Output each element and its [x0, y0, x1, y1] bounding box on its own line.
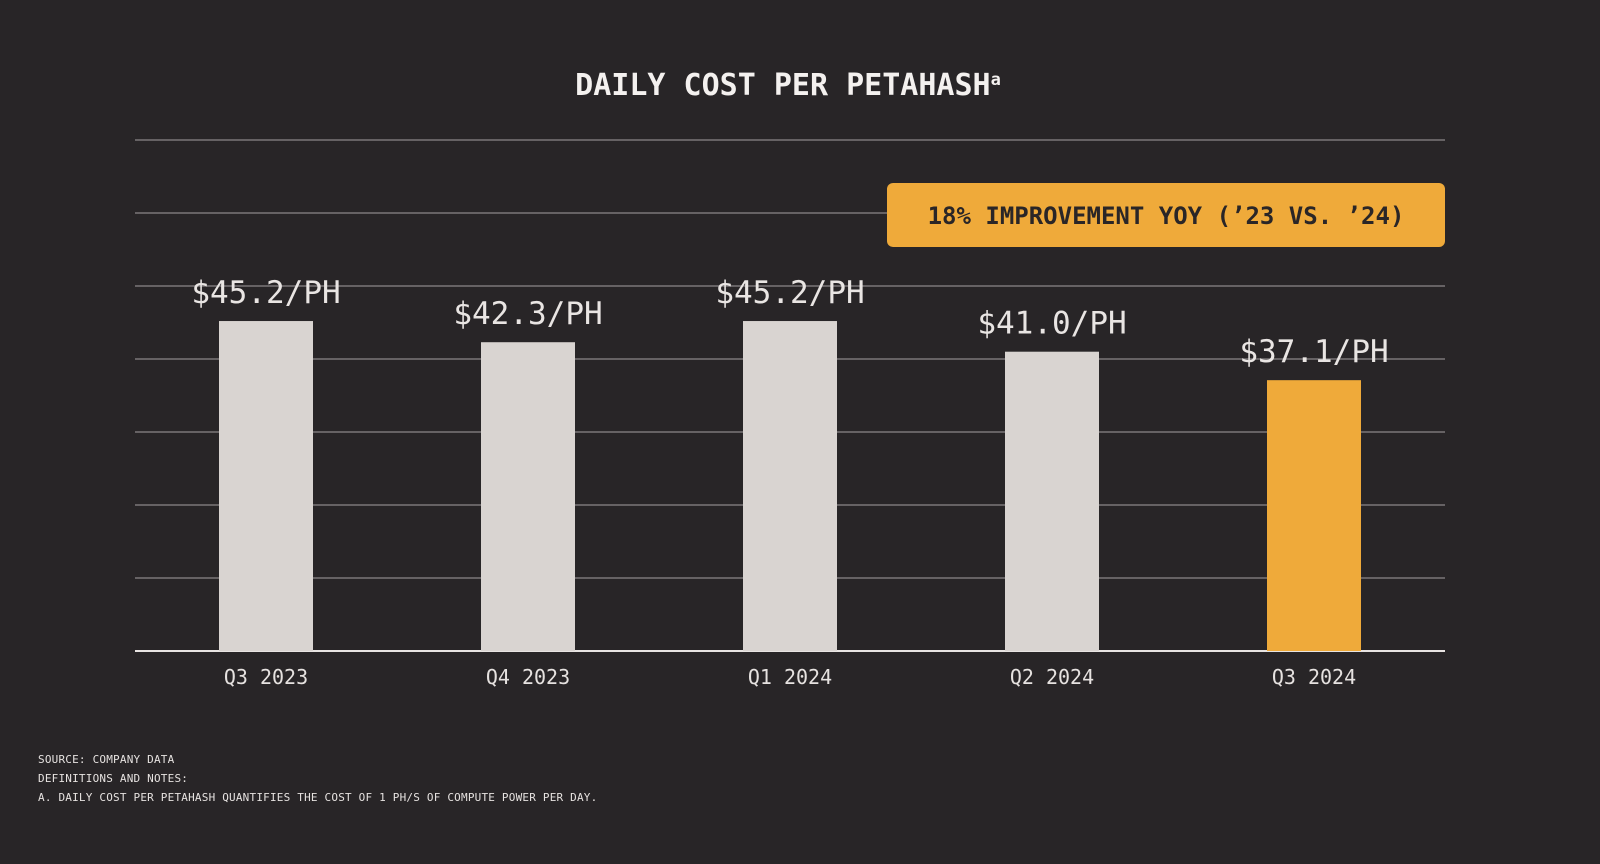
data-labels: $45.2/PH $42.3/PH $45.2/PH $41.0/PH $37.1/PH: [191, 275, 1388, 370]
data-label: $37.1/PH: [1239, 334, 1388, 370]
bars: [219, 321, 1361, 651]
data-label: $45.2/PH: [715, 275, 864, 311]
chart-title-superscript: a: [991, 70, 1001, 90]
x-tick-label: Q1 2024: [748, 665, 832, 689]
annotation-badge: [887, 183, 1445, 247]
footnote-note-a: A. DAILY COST PER PETAHASH QUANTIFIES TH…: [38, 791, 598, 804]
data-label: $42.3/PH: [453, 296, 602, 332]
annotation: 18% IMPROVEMENT YOY (’23 VS. ’24): [887, 183, 1445, 247]
x-tick-label: Q3 2024: [1272, 665, 1356, 689]
bar-q2-2024: [1005, 351, 1099, 651]
chart-title: DAILY COST PER PETAHASHa: [575, 68, 1001, 103]
footnote-source: SOURCE: COMPANY DATA: [38, 753, 175, 766]
x-tick-label: Q3 2023: [224, 665, 308, 689]
x-axis-ticks: Q3 2023 Q4 2023 Q1 2024 Q2 2024 Q3 2024: [224, 665, 1356, 689]
annotation-text: 18% IMPROVEMENT YOY (’23 VS. ’24): [928, 202, 1405, 230]
data-label: $45.2/PH: [191, 275, 340, 311]
footnotes: SOURCE: COMPANY DATA DEFINITIONS AND NOT…: [38, 750, 597, 807]
x-tick-label: Q2 2024: [1010, 665, 1094, 689]
bar-q3-2024: [1267, 380, 1361, 651]
bar-q3-2023: [219, 321, 313, 651]
x-tick-label: Q4 2023: [486, 665, 570, 689]
footnote-definitions-heading: DEFINITIONS AND NOTES:: [38, 772, 189, 785]
chart-title-text: DAILY COST PER PETAHASH: [575, 68, 990, 103]
bar-q1-2024: [743, 321, 837, 651]
bar-q4-2023: [481, 342, 575, 651]
data-label: $41.0/PH: [977, 306, 1126, 342]
